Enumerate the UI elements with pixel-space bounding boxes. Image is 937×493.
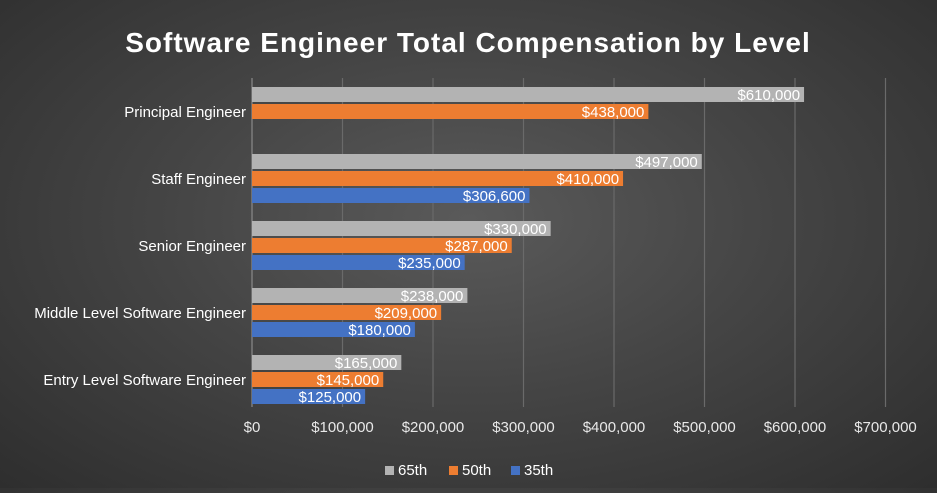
legend-swatch [449,466,458,475]
bar-35th [252,255,465,270]
x-tick-label: $300,000 [492,419,555,436]
legend-swatch [511,466,520,475]
data-label: $235,000 [398,255,461,272]
data-label: $306,600 [463,188,526,205]
x-tick-label: $0 [244,419,261,436]
x-tick-label: $400,000 [583,419,646,436]
bar-65th [252,355,402,370]
data-label: $238,000 [401,288,464,305]
x-tick-label: $600,000 [764,419,827,436]
data-label: $610,000 [737,87,800,104]
category-label: Entry Level Software Engineer [43,372,246,389]
x-tick-label: $100,000 [311,419,374,436]
bar-65th [252,154,702,169]
bar-35th [252,322,415,337]
legend-label: 65th [398,462,427,479]
bar-50th [252,104,649,119]
legend-swatch [385,466,394,475]
data-label: $438,000 [582,104,645,121]
x-tick-label: $200,000 [402,419,465,436]
x-tick-label: $500,000 [673,419,736,436]
data-label: $125,000 [299,389,362,406]
bar-50th [252,305,442,320]
x-axis-labels: $0 $100,000 $200,000 $300,000 $400,000 $500,0… [244,419,917,436]
data-label: $497,000 [635,154,698,171]
chart-title: Software Engineer Total Compensation by … [125,27,811,58]
category-label: Senior Engineer [138,238,246,255]
data-label: $145,000 [317,372,380,389]
legend: 65th 50th 35th [385,462,553,479]
bar-50th [252,372,384,387]
category-labels: Principal Engineer Staff Engineer Senior E… [34,104,246,389]
data-label: $209,000 [375,305,438,322]
data-label: $330,000 [484,221,547,238]
bar-65th [252,221,551,236]
category-label: Staff Engineer [151,171,246,188]
category-label: Principal Engineer [124,104,246,121]
bar-35th [252,188,530,203]
bars: $610,000 $438,000 $497,000 $410,000 $306,600… [252,87,805,406]
legend-label: 50th [462,462,491,479]
data-label: $287,000 [445,238,508,255]
bar-50th [252,238,512,253]
data-label: $165,000 [335,355,398,372]
bar-65th [252,87,805,102]
legend-label: 35th [524,462,553,479]
bar-50th [252,171,624,186]
bar-35th [252,389,366,404]
x-tick-label: $700,000 [854,419,917,436]
bar-65th [252,288,468,303]
category-label: Middle Level Software Engineer [34,305,246,322]
data-label: $410,000 [556,171,619,188]
data-label: $180,000 [348,322,411,339]
